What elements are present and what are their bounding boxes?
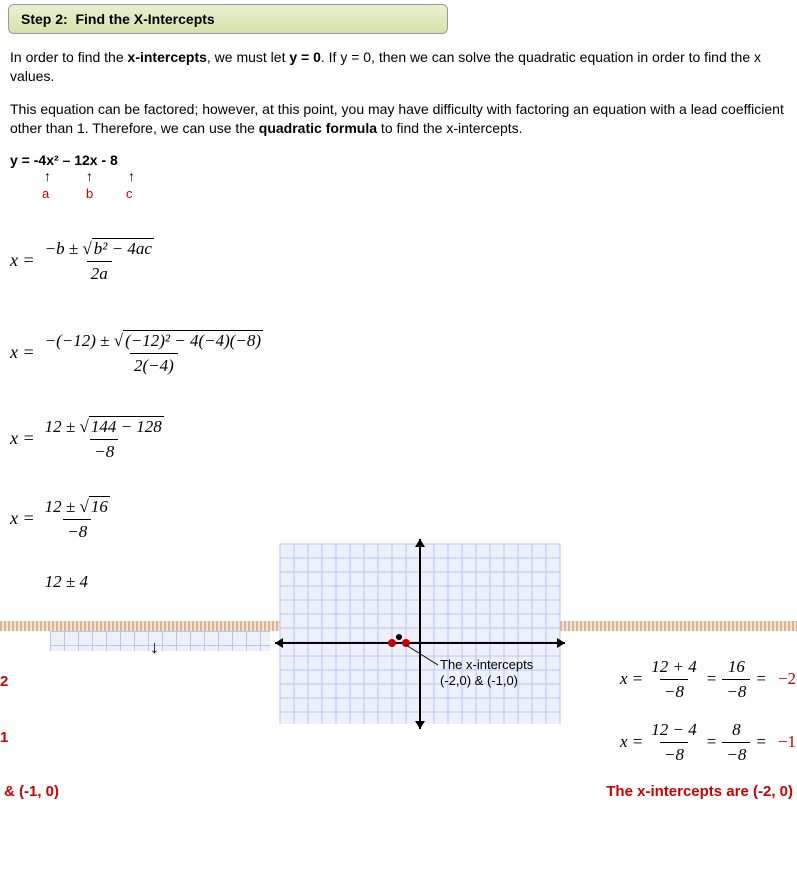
quadratic-formula: x = −b ± b² − 4ac 2a [10,238,797,284]
arrow-c: ↑ [128,168,135,184]
chart-svg: The x-intercepts(-2,0) & (-1,0) [270,534,570,744]
f4-rad: 16 [89,496,110,517]
label-a: a [42,186,49,201]
f1-pre: −b ± [45,239,83,258]
p1-b1: x-intercepts [128,49,207,65]
solution-1: x = 12 + 4−8 = 16−8 = −2 [620,657,797,702]
solution-2: x = 12 − 4−8 = 8−8 = −1 [620,720,797,765]
f4-den: −8 [63,519,91,542]
label-c: c [126,186,133,201]
bottom-left-fragment: & (-1, 0) [4,783,59,800]
s1-result: −2 [778,669,796,689]
svg-text:The x-intercepts: The x-intercepts [440,657,534,672]
p2-b1: quadratic formula [259,120,377,136]
arrow-b: ↑ [86,168,93,184]
s1-den: −8 [660,679,688,702]
down-arrow-icon: ↓ [150,637,159,658]
f2-pre: −(−12) ± [45,331,114,350]
f1-den: 2a [87,261,112,284]
coeff-labels: a b c [10,186,797,204]
s1-den2: −8 [722,679,750,702]
f1-rad: b² − 4ac [92,238,154,259]
equation-line: y = -4x² – 12x - 8 [10,152,797,168]
s1-num2: 16 [724,657,749,679]
s2-den: −8 [660,742,688,765]
f3-pre: 12 ± [45,417,80,436]
intercepts-chart: The x-intercepts(-2,0) & (-1,0) [270,534,570,744]
bottom-bar: & (-1, 0) The x-intercepts are (-2, 0) [0,783,797,800]
paragraph-2: This equation can be factored; however, … [10,100,787,138]
bottom-right-text: The x-intercepts are (-2, 0) [606,783,793,800]
f3-rad: 144 − 128 [89,416,164,437]
left-fragment-2: 2 [0,673,8,690]
step-header: Step 2: Find the X-Intercepts [8,4,448,34]
formula-step-2: x = −(−12) ± (−12)² − 4(−4)(−8) 2(−4) [10,330,797,376]
f2-den: 2(−4) [130,353,178,376]
s2-result: −1 [778,732,796,752]
s2-num1: 12 − 4 [647,720,700,742]
formula-step-3: x = 12 ± 144 − 128 −8 [10,416,797,462]
s2-den2: −8 [722,742,750,765]
arrow-a: ↑ [44,168,51,184]
step-prefix: Step 2: [21,11,68,27]
s2-num2: 8 [728,720,745,742]
s1-num1: 12 + 4 [647,657,700,679]
p2-t2: to find the x-intercepts. [377,120,523,136]
f2-rad: (−12)² − 4(−4)(−8) [123,330,263,351]
f3-den: −8 [90,439,118,462]
p1-t1: In order to find the [10,49,128,65]
left-fragment-1: 1 [0,729,8,746]
grid-strip: ↓ [50,631,270,651]
f5-num: 12 ± 4 [41,572,92,594]
coeff-arrows: ↑ ↑ ↑ [10,168,797,186]
solutions-column: x = 12 + 4−8 = 16−8 = −2 x = 12 − 4−8 = … [620,657,797,765]
paragraph-1: In order to find the x-intercepts, we mu… [10,48,787,86]
svg-text:(-2,0) & (-1,0): (-2,0) & (-1,0) [440,673,518,688]
f4-pre: 12 ± [45,497,80,516]
step-title: Find the X-Intercepts [75,11,214,27]
p1-b2: y = 0 [289,49,321,65]
label-b: b [86,186,93,201]
p1-t2: , we must let [207,49,289,65]
